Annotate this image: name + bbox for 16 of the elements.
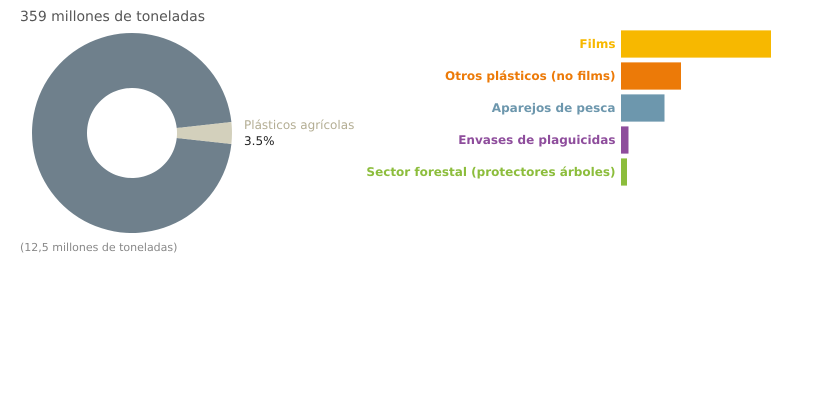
y-tick-label: Films bbox=[579, 37, 616, 51]
text: (12,5 millones de toneladas) bbox=[20, 241, 178, 254]
bar bbox=[621, 158, 627, 186]
bar bbox=[621, 62, 681, 90]
y-tick-label: Sector forestal (protectores árboles) bbox=[366, 165, 616, 179]
y-tick-label: Envases de plaguicidas bbox=[458, 133, 616, 147]
bar bbox=[621, 94, 664, 122]
bar bbox=[621, 30, 771, 58]
donut-slice bbox=[32, 33, 232, 233]
data-label: 3.5% bbox=[244, 134, 274, 148]
slice-label: Plásticos agrícolas bbox=[244, 118, 354, 132]
donut-slice bbox=[176, 122, 232, 144]
y-tick-label: Aparejos de pesca bbox=[492, 101, 616, 115]
chart-title: 359 millones de toneladas bbox=[20, 9, 205, 25]
bar bbox=[621, 126, 628, 154]
y-tick-label: Otros plásticos (no films) bbox=[445, 69, 616, 83]
